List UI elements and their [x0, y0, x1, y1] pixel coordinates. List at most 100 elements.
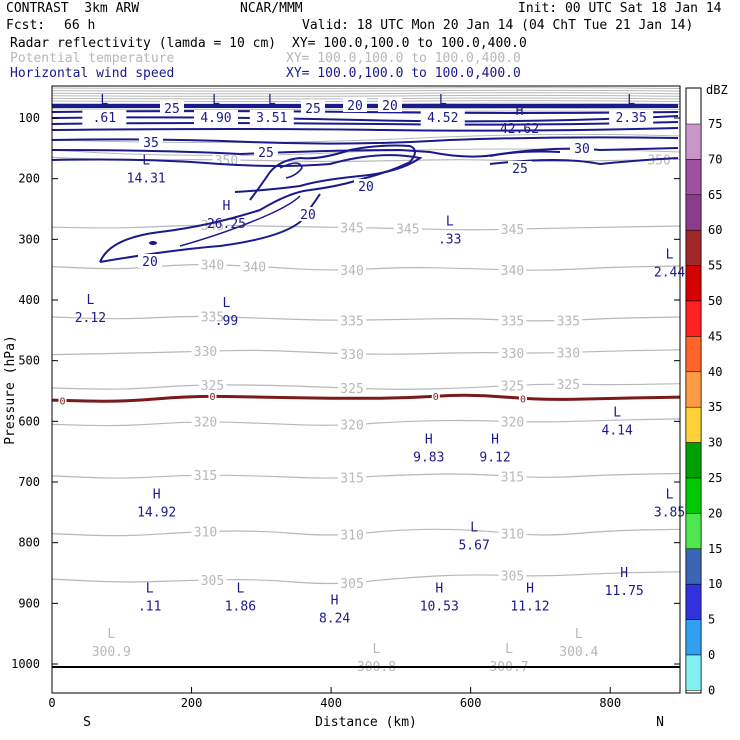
extremum-value-label: 3.85 — [654, 505, 685, 520]
x-tick-label: 600 — [460, 696, 482, 710]
wind-speed-label-30: 30 — [574, 142, 590, 157]
isentrope-360 — [51, 133, 681, 144]
extremum-value-label: 14.92 — [137, 505, 176, 520]
isentrope-label-bg — [338, 220, 367, 235]
extremum-label-bg — [193, 110, 238, 126]
wind-speed-label-20: 20 — [382, 99, 398, 114]
colorbar-label: 75 — [708, 117, 722, 131]
extremum-type-label: L — [575, 627, 583, 642]
extremum-type-label: H — [435, 581, 443, 596]
isentrope-label-bg — [191, 344, 220, 359]
extremum-L: L 2.12 — [75, 293, 106, 326]
wind-label-bg — [354, 179, 378, 193]
melting-level-label: 0 — [520, 395, 526, 406]
melting-label-bg — [58, 395, 67, 406]
wind-speed-label-25: 25 — [164, 102, 180, 117]
wind-contour-20d — [279, 162, 303, 179]
x-tick-label: 400 — [320, 696, 342, 710]
isentrope-label: 315 — [340, 472, 363, 487]
jet-contour — [51, 115, 679, 123]
extremum-type-label: L — [666, 248, 674, 263]
isentrope-label: 330 — [194, 345, 217, 360]
wind-contour-small-cell — [149, 241, 157, 245]
extremum-value-label: 3.51 — [256, 111, 287, 126]
wind-speed-labels: 35 25 25 30 20 20 20 25 25 20 20 — [138, 98, 594, 270]
extremum-value-label: 11.12 — [510, 599, 549, 614]
extremum-type-label: L — [439, 93, 447, 108]
extremum-value-label: .33 — [438, 232, 461, 247]
wind-label-bg — [378, 98, 402, 112]
field-theta-xy: XY= 100.0,100.0 to 100.0,400.0 — [286, 51, 521, 66]
wind-label-bg — [296, 207, 320, 221]
extremum-label-bg — [249, 110, 294, 126]
wind-label-bg — [301, 101, 325, 115]
field-reflectivity-name: Radar reflectivity (lamda = 10 cm) — [10, 36, 277, 51]
colorbar-label: 50 — [708, 294, 722, 308]
extremum-type-label: H — [223, 199, 231, 214]
y-tick-label: 200 — [18, 172, 40, 186]
extremum-type-label: L — [268, 93, 276, 108]
extremum-L: L .33 — [438, 214, 461, 247]
isentrope-label: 320 — [194, 416, 217, 431]
extremum-L: L 4.14 — [602, 405, 633, 438]
isentrope-label-bg — [198, 377, 227, 392]
extremum-H: H 11.12 — [510, 581, 549, 614]
isentrope-label: 345 — [396, 223, 419, 238]
y-tick-label: 1000 — [11, 657, 40, 671]
isentrope-label: 350 — [215, 154, 238, 169]
extremum-type-label: L — [142, 154, 150, 169]
org-label: NCAR/MMM — [240, 1, 303, 16]
extremum-value-label: 8.24 — [319, 612, 350, 627]
wind-contour-20c — [179, 195, 301, 247]
y-tick-label: 500 — [18, 354, 40, 368]
isentrope-label: 335 — [201, 311, 224, 326]
colorbar-swatch — [685, 159, 702, 196]
stratosphere-isentrope — [51, 87, 681, 89]
wind-contour-25b — [489, 157, 679, 166]
melting-level-label: 0 — [59, 396, 65, 407]
x-end-label-left: S — [83, 715, 91, 730]
stratosphere-isentrope — [51, 94, 681, 97]
extremum-label-bg — [82, 110, 127, 126]
wind-label-bg — [254, 145, 278, 159]
extremum-label-bg — [420, 110, 465, 126]
isentrope-label-bg — [498, 262, 527, 277]
extremum-L: L .61 — [82, 93, 127, 126]
extremum-L: L 3.51 — [249, 93, 294, 126]
colorbar-swatch — [685, 442, 702, 479]
extremum-value-label: 26.25 — [207, 217, 246, 232]
isentrope-label: 325 — [557, 378, 580, 393]
extremum-type-label: H — [620, 566, 628, 581]
extremum-H: H 14.92 — [137, 487, 176, 520]
isentrope-label-bg — [498, 469, 527, 484]
extremum-value-label: .99 — [215, 314, 238, 329]
colorbar-label: 40 — [708, 365, 722, 379]
isentrope-label: 350 — [647, 154, 670, 169]
y-tick-label: 800 — [18, 536, 40, 550]
stratosphere-isentrope — [51, 89, 681, 92]
y-tick-label: 600 — [18, 414, 40, 428]
extremum-L: L 4.52 — [420, 93, 465, 126]
extremum-type-label: L — [373, 642, 381, 657]
extremum-type-label: L — [146, 581, 154, 596]
colorbar-swatch — [685, 513, 702, 550]
colorbar-unit: dBZ — [706, 83, 728, 97]
isentrope-label: 345 — [501, 223, 524, 238]
isentrope-label-bg — [554, 313, 583, 328]
stratosphere-isentrope — [51, 107, 681, 110]
colorbar-swatch — [685, 548, 702, 585]
extremum-H: H 26.25 — [207, 199, 246, 232]
colorbar-label: 5 — [708, 613, 715, 627]
extremum-type-label: L — [505, 642, 513, 657]
wind-label-bg — [139, 135, 163, 149]
extremum-type-label: L — [223, 296, 231, 311]
wind-contour-25 — [51, 154, 423, 193]
isentrope-label: 310 — [501, 528, 524, 543]
stratosphere-isentrope — [51, 100, 681, 102]
isentrope-label: 320 — [340, 419, 363, 434]
extremum-label-bg — [609, 110, 654, 126]
forecast-hours: 66 h — [64, 18, 96, 33]
